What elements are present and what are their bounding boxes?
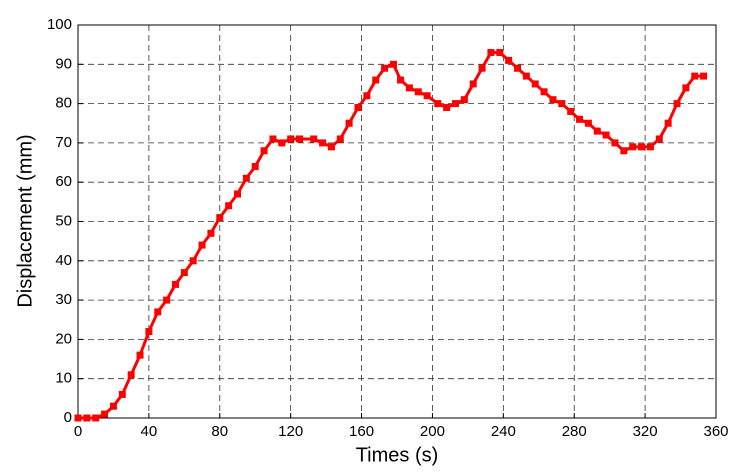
data-point [287, 135, 295, 143]
y-tick-label: 10 [55, 370, 72, 387]
data-point [611, 139, 619, 147]
data-point [638, 143, 646, 151]
data-point [620, 147, 628, 155]
data-point [171, 280, 179, 288]
data-point [363, 92, 371, 100]
data-point [83, 414, 91, 422]
data-point [118, 390, 126, 398]
data-point [389, 60, 397, 68]
data-point [251, 162, 259, 170]
data-point [260, 147, 268, 155]
data-point [136, 351, 144, 359]
data-point [234, 190, 241, 198]
data-point [109, 402, 117, 410]
y-tick-label: 100 [47, 16, 72, 33]
data-point [423, 92, 431, 100]
data-point [505, 56, 513, 64]
data-point [487, 49, 495, 57]
data-point [469, 80, 477, 88]
data-point [514, 64, 522, 72]
x-tick-label: 240 [491, 423, 516, 440]
data-point [629, 143, 637, 151]
data-point [319, 139, 327, 147]
data-point [189, 257, 197, 265]
data-point [434, 100, 442, 108]
data-point [655, 135, 663, 143]
data-point [74, 414, 82, 422]
y-tick-label: 20 [55, 330, 72, 347]
y-tick-label: 70 [55, 134, 72, 151]
data-point [296, 135, 304, 143]
data-point [101, 410, 109, 418]
data-point [354, 104, 362, 112]
y-tick-label: 60 [55, 173, 72, 190]
data-point [558, 100, 566, 108]
y-tick-label: 40 [55, 252, 72, 269]
data-point [531, 80, 539, 88]
data-point [397, 76, 405, 84]
data-point [584, 119, 592, 127]
y-tick-label: 50 [55, 212, 72, 229]
data-point [673, 100, 681, 108]
data-point [549, 96, 557, 104]
plot-frame [77, 24, 717, 419]
data-point [145, 328, 153, 336]
data-point [602, 131, 610, 139]
data-point [381, 64, 389, 72]
x-tick-label: 200 [420, 423, 445, 440]
data-point [593, 127, 601, 135]
data-point [700, 72, 708, 80]
y-tick-label: 80 [55, 95, 72, 112]
x-tick-label: 120 [278, 423, 303, 440]
data-point [443, 104, 451, 112]
data-point [127, 371, 135, 379]
data-point [646, 143, 654, 151]
data-point [207, 229, 215, 237]
y-tick-label: 0 [64, 409, 72, 426]
data-point [345, 119, 353, 127]
x-tick-label: 160 [349, 423, 374, 440]
x-tick-label: 0 [74, 423, 82, 440]
data-point [691, 72, 699, 80]
data-point [225, 202, 233, 210]
data-point [460, 96, 468, 104]
data-point [540, 88, 548, 96]
data-point [405, 84, 413, 92]
data-point [242, 174, 250, 182]
x-tick-label: 40 [141, 423, 158, 440]
data-point [92, 414, 100, 422]
data-point [682, 84, 690, 92]
data-point [327, 143, 335, 151]
x-tick-label: 80 [211, 423, 228, 440]
data-point [478, 64, 486, 72]
data-point [372, 76, 380, 84]
x-tick-label: 280 [562, 423, 587, 440]
data-point [269, 135, 277, 143]
data-point [336, 135, 344, 143]
data-point [414, 88, 422, 96]
data-point [310, 135, 318, 143]
data-point [576, 115, 584, 123]
data-point [496, 49, 504, 57]
data-point [154, 308, 162, 316]
y-tick-label: 90 [55, 55, 72, 72]
x-tick-label: 320 [633, 423, 658, 440]
data-point [198, 241, 206, 249]
data-point [278, 139, 286, 147]
data-point [180, 269, 188, 277]
data-point [567, 107, 575, 115]
data-point [451, 100, 459, 108]
x-tick-label: 360 [703, 423, 728, 440]
data-point [522, 72, 530, 80]
y-tick-label: 30 [55, 291, 72, 308]
data-point [216, 214, 224, 222]
x-axis-label: Times (s) [356, 444, 439, 466]
y-axis-label: Displacement (mm) [14, 134, 36, 307]
data-point [163, 296, 171, 304]
data-point [664, 119, 672, 127]
